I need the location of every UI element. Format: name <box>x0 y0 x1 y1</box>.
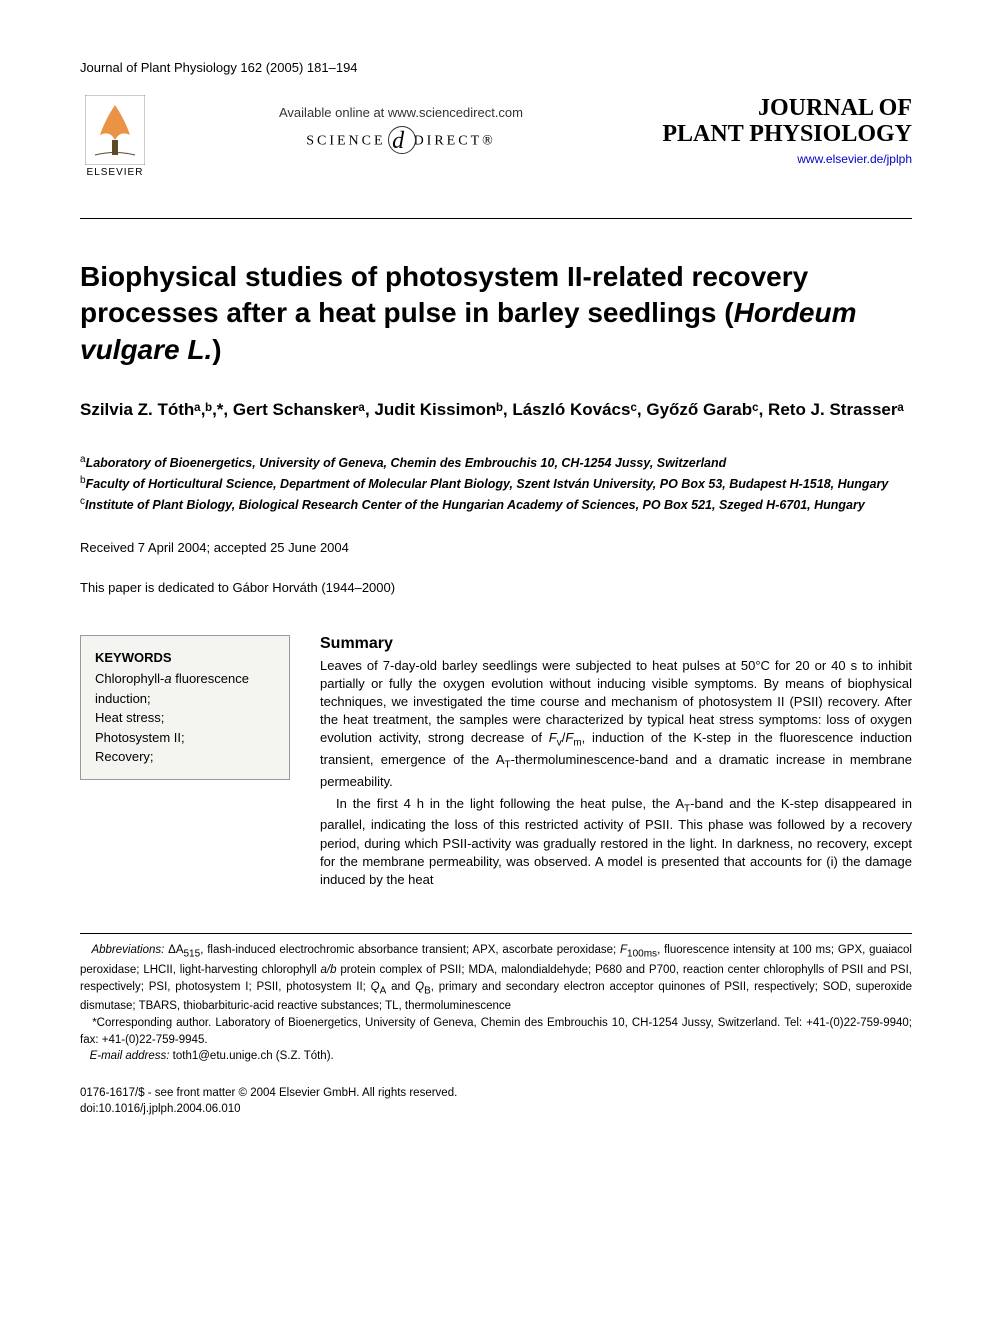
keywords-box: KEYWORDS Chlorophyll-a fluorescence indu… <box>80 635 290 780</box>
footer-meta: 0176-1617/$ - see front matter © 2004 El… <box>80 1085 912 1117</box>
abbreviations: Abbreviations: ΔA515, flash-induced elec… <box>80 942 912 1015</box>
sciencedirect-logo: SCIENCE d DIRECT® <box>150 128 652 155</box>
affiliation-b: bFaculty of Horticultural Science, Depar… <box>80 473 912 494</box>
authors-list: Szilvia Z. Tóthᵃ,ᵇ,*, Gert Schanskerᵃ, J… <box>80 398 912 422</box>
header-row: ELSEVIER Available online at www.science… <box>80 95 912 178</box>
journal-title-block: JOURNAL OF PLANT PHYSIOLOGY www.elsevier… <box>652 95 912 166</box>
affiliations: aLaboratory of Bioenergetics, University… <box>80 452 912 515</box>
keywords-heading: KEYWORDS <box>95 648 275 668</box>
header-divider <box>80 218 912 219</box>
publisher-logo-block: ELSEVIER <box>80 95 150 178</box>
summary-text: Leaves of 7-day-old barley seedlings wer… <box>320 657 912 889</box>
summary-heading: Summary <box>320 635 912 653</box>
summary-p1: Leaves of 7-day-old barley seedlings wer… <box>320 657 912 791</box>
email-line: E-mail address: toth1@etu.unige.ch (S.Z.… <box>80 1048 912 1065</box>
citation-header: Journal of Plant Physiology 162 (2005) 1… <box>80 60 912 75</box>
available-online-text: Available online at www.sciencedirect.co… <box>150 105 652 120</box>
keywords-items: Chlorophyll-a fluorescence induction; He… <box>95 669 275 767</box>
elsevier-tree-icon <box>85 95 145 165</box>
content-row: KEYWORDS Chlorophyll-a fluorescence indu… <box>80 635 912 893</box>
footnotes: Abbreviations: ΔA515, flash-induced elec… <box>80 933 912 1065</box>
sd-right: DIRECT® <box>414 134 496 149</box>
email-address[interactable]: toth1@etu.unige.ch (S.Z. Tóth). <box>169 1050 333 1062</box>
issn-copyright: 0176-1617/$ - see front matter © 2004 El… <box>80 1085 912 1101</box>
sd-d-icon: d <box>392 128 407 154</box>
affiliation-c: cInstitute of Plant Biology, Biological … <box>80 494 912 515</box>
article-title: Biophysical studies of photosystem II-re… <box>80 259 912 368</box>
corresponding-author: *Corresponding author. Laboratory of Bio… <box>80 1015 912 1048</box>
journal-url[interactable]: www.elsevier.de/jplph <box>652 152 912 166</box>
article-dates: Received 7 April 2004; accepted 25 June … <box>80 540 912 555</box>
publisher-name: ELSEVIER <box>87 167 144 178</box>
journal-name: JOURNAL OF PLANT PHYSIOLOGY <box>652 95 912 148</box>
affiliation-a: aLaboratory of Bioenergetics, University… <box>80 452 912 473</box>
sciencedirect-block: Available online at www.sciencedirect.co… <box>150 95 652 155</box>
dedication: This paper is dedicated to Gábor Horváth… <box>80 580 912 595</box>
summary-column: Summary Leaves of 7-day-old barley seedl… <box>320 635 912 893</box>
sd-left: SCIENCE <box>306 134 385 149</box>
doi: doi:10.1016/j.jplph.2004.06.010 <box>80 1101 912 1117</box>
summary-p2: In the first 4 h in the light following … <box>320 795 912 889</box>
